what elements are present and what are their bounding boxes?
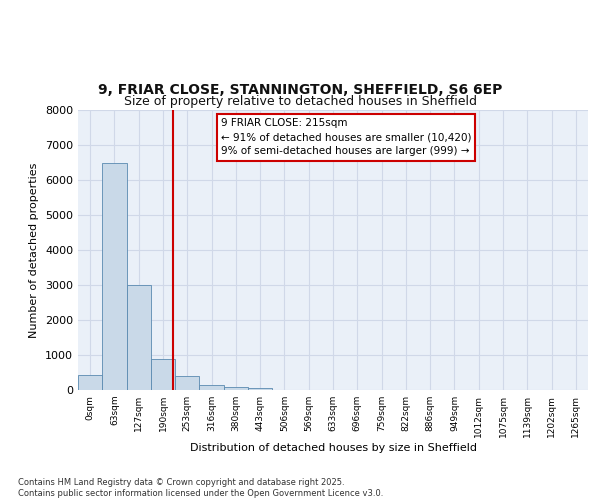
Bar bbox=[127, 285, 151, 390]
Text: Size of property relative to detached houses in Sheffield: Size of property relative to detached ho… bbox=[124, 94, 476, 108]
Y-axis label: Number of detached properties: Number of detached properties bbox=[29, 162, 40, 338]
Text: Contains HM Land Registry data © Crown copyright and database right 2025.
Contai: Contains HM Land Registry data © Crown c… bbox=[18, 478, 383, 498]
Bar bbox=[151, 358, 175, 390]
Bar bbox=[248, 388, 272, 390]
X-axis label: Distribution of detached houses by size in Sheffield: Distribution of detached houses by size … bbox=[190, 442, 476, 452]
Bar bbox=[175, 376, 199, 390]
Text: 9 FRIAR CLOSE: 215sqm
← 91% of detached houses are smaller (10,420)
9% of semi-d: 9 FRIAR CLOSE: 215sqm ← 91% of detached … bbox=[221, 118, 472, 156]
Bar bbox=[102, 163, 127, 390]
Text: 9, FRIAR CLOSE, STANNINGTON, SHEFFIELD, S6 6EP: 9, FRIAR CLOSE, STANNINGTON, SHEFFIELD, … bbox=[98, 84, 502, 98]
Bar bbox=[224, 386, 248, 390]
Bar bbox=[199, 385, 224, 390]
Bar bbox=[78, 375, 102, 390]
